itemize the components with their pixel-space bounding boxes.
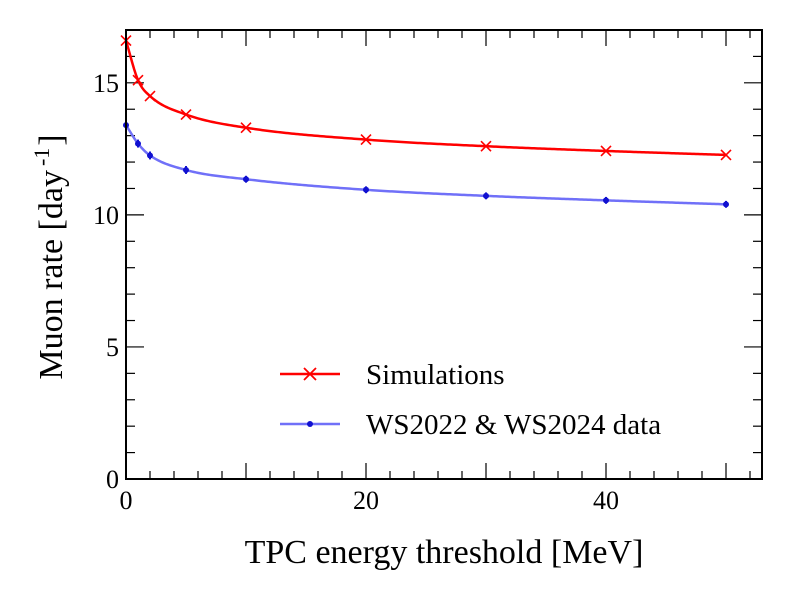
- legend-entry-data: WS2022 & WS2024 data: [280, 409, 661, 441]
- legend-marker-simulations: [303, 367, 317, 381]
- series-layer: [120, 34, 732, 208]
- y-axis-title-main: Muon rate [day: [33, 170, 70, 380]
- series-line-0: [124, 40, 727, 157]
- series-line-1: [124, 124, 727, 206]
- y-tick-label: 10: [93, 201, 119, 230]
- y-axis-title: Muon rate [day -1]: [29, 134, 70, 379]
- x-tick-label: 40: [593, 486, 619, 515]
- legend-label-simulations: Simulations: [366, 359, 505, 391]
- sim-point: [132, 74, 144, 86]
- data-point: [135, 140, 141, 147]
- legend: Simulations WS2022 & WS2024 data: [280, 359, 661, 441]
- data-point: [243, 176, 249, 183]
- y-axis-title-superscript: -1: [29, 148, 54, 166]
- legend-marker-data: [307, 421, 313, 427]
- data-point: [603, 197, 609, 204]
- data-point: [723, 201, 729, 208]
- y-axis-title-close: ]: [33, 134, 70, 145]
- x-tick-label: 20: [353, 486, 379, 515]
- sim-point: [480, 140, 492, 152]
- data-point: [483, 192, 489, 199]
- legend-entry-simulations: Simulations: [280, 359, 505, 391]
- sim-point: [720, 149, 732, 161]
- sim-point: [240, 122, 252, 134]
- sim-point: [360, 134, 372, 146]
- plot-frame: [125, 29, 763, 480]
- sim-point: [144, 90, 156, 102]
- data-point: [363, 186, 369, 193]
- sim-point: [180, 108, 192, 121]
- sim-point: [600, 145, 612, 157]
- data-point: [147, 152, 153, 159]
- legend-label-data: WS2022 & WS2024 data: [366, 409, 661, 441]
- data-point: [183, 166, 189, 173]
- x-tick-label: 0: [120, 486, 133, 515]
- y-tick-label: 15: [93, 69, 119, 98]
- y-tick-label: 0: [106, 465, 119, 494]
- x-axis-title: TPC energy threshold [MeV]: [245, 534, 644, 571]
- tick-labels: 0 20 40 0 5 10 15: [93, 69, 619, 515]
- y-tick-label: 5: [106, 333, 119, 362]
- axis-ticks: [125, 29, 762, 480]
